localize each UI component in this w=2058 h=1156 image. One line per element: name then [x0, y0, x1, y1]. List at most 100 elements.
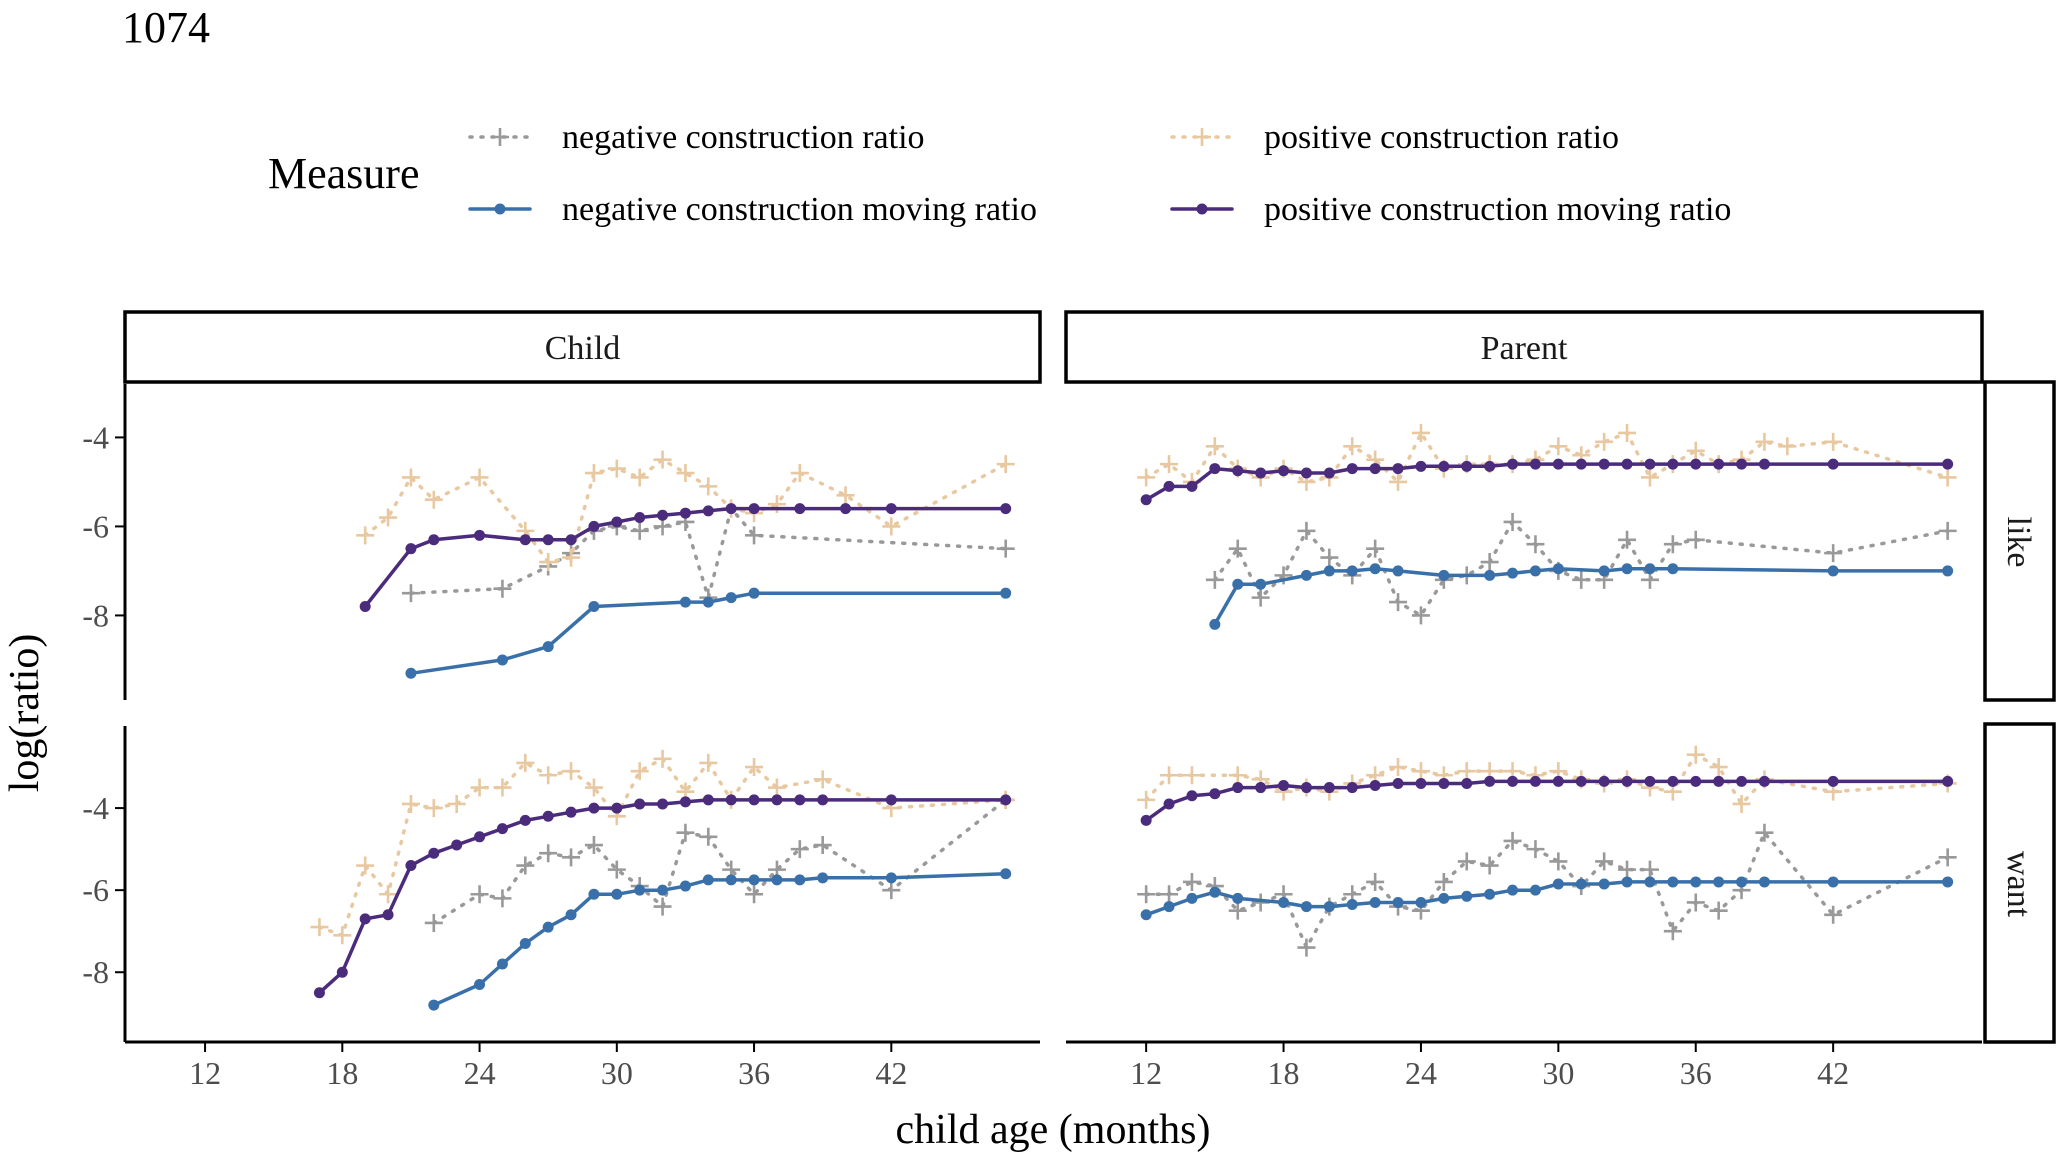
series-line-positive-construction-moving-ratio: [1144, 779, 1950, 823]
data-point-positive-construction-moving-ratio: [702, 794, 714, 806]
data-point-positive-construction-moving-ratio: [634, 512, 646, 524]
data-point-positive-construction-moving-ratio: [496, 823, 508, 835]
strip-child: [123, 310, 1042, 384]
y-tick-label: -6: [82, 872, 109, 908]
data-point-negative-construction-ratio: [493, 579, 512, 598]
x-tick-label: 12: [1130, 1055, 1162, 1091]
data-point-positive-construction-ratio: [356, 526, 375, 545]
data-point-positive-construction-ratio: [699, 477, 718, 496]
data-point-negative-construction-ratio: [1366, 539, 1385, 558]
data-point-positive-construction-ratio: [1732, 794, 1751, 813]
data-point-positive-construction-moving-ratio: [1140, 494, 1152, 506]
data-point-positive-construction-ratio: [1389, 758, 1408, 777]
data-point-positive-construction-ratio: [607, 459, 626, 478]
data-point-negative-construction-moving-ratio: [1827, 565, 1839, 577]
data-point-negative-construction-moving-ratio: [1644, 563, 1656, 575]
facet-panels: [310, 423, 1957, 1011]
data-point-negative-construction-moving-ratio: [1163, 901, 1175, 913]
data-point-positive-construction-ratio: [1755, 432, 1774, 451]
axes: -8 -6 -4 -8 -6 -4 12 18 24 30 36 42 12 18 24 30 36 42 chil…: [2, 384, 1982, 1153]
legend-label: positive construction moving ratio: [1264, 191, 1731, 228]
data-point-positive-construction-moving-ratio: [1736, 458, 1748, 470]
data-point-negative-construction-moving-ratio: [1232, 892, 1244, 904]
data-point-negative-construction-moving-ratio: [1690, 876, 1702, 888]
data-point-positive-construction-moving-ratio: [519, 814, 531, 826]
data-point-positive-construction-moving-ratio: [565, 534, 577, 546]
data-point-negative-construction-moving-ratio: [405, 667, 417, 679]
legend-entry-negative-construction-moving-ratio: negative construction moving ratio: [468, 191, 1037, 228]
data-point-positive-construction-moving-ratio: [336, 966, 348, 978]
data-point-negative-construction-moving-ratio: [1942, 876, 1954, 888]
data-point-positive-construction-moving-ratio: [1598, 775, 1610, 787]
series-positive-construction-moving-ratio: [359, 503, 1012, 613]
data-point-negative-construction-moving-ratio: [611, 888, 623, 900]
data-point-positive-construction-ratio: [1160, 766, 1179, 785]
data-point-negative-construction-ratio: [607, 860, 626, 879]
data-point-negative-construction-ratio: [996, 539, 1015, 558]
data-point-negative-construction-moving-ratio: [702, 874, 714, 886]
data-point-negative-construction-moving-ratio: [1323, 901, 1335, 913]
data-point-negative-construction-moving-ratio: [1667, 563, 1679, 575]
data-point-positive-construction-ratio: [1778, 437, 1797, 456]
data-point-positive-construction-moving-ratio: [1942, 458, 1954, 470]
data-point-positive-construction-ratio: [1709, 758, 1728, 777]
data-point-negative-construction-ratio: [1434, 872, 1453, 891]
series-positive-construction-ratio: [310, 749, 1015, 945]
data-point-negative-construction-moving-ratio: [1621, 876, 1633, 888]
data-point-positive-construction-ratio: [1411, 762, 1430, 781]
data-point-positive-construction-moving-ratio: [1621, 775, 1633, 787]
data-point-positive-construction-moving-ratio: [428, 534, 440, 546]
data-point-positive-construction-moving-ratio: [611, 516, 623, 528]
data-point-negative-construction-ratio: [1526, 535, 1545, 554]
data-point-positive-construction-moving-ratio: [1209, 788, 1221, 800]
data-point-negative-construction-moving-ratio: [1942, 565, 1954, 577]
data-point-positive-construction-ratio: [516, 753, 535, 772]
panel-child-want: [310, 749, 1015, 1011]
data-point-positive-construction-moving-ratio: [1140, 814, 1152, 826]
data-point-negative-construction-moving-ratio: [1529, 884, 1541, 896]
data-point-negative-construction-moving-ratio: [817, 872, 829, 884]
data-point-positive-construction-moving-ratio: [405, 543, 417, 555]
data-point-positive-construction-moving-ratio: [1209, 463, 1221, 475]
data-point-positive-construction-moving-ratio: [1507, 458, 1519, 470]
data-point-negative-construction-ratio: [1686, 530, 1705, 549]
data-point-positive-construction-moving-ratio: [1300, 782, 1312, 794]
data-point-positive-construction-ratio: [1595, 432, 1614, 451]
data-point-negative-construction-ratio: [1480, 553, 1499, 572]
data-point-negative-construction-ratio: [630, 521, 649, 540]
data-point-negative-construction-ratio: [1457, 852, 1476, 871]
data-point-positive-construction-moving-ratio: [1415, 460, 1427, 472]
data-point-negative-construction-moving-ratio: [1346, 565, 1358, 577]
data-point-negative-construction-moving-ratio: [1300, 569, 1312, 581]
x-axis-title: child age (months): [896, 1107, 1211, 1153]
data-point-positive-construction-moving-ratio: [1758, 458, 1770, 470]
x-tick-label: 30: [601, 1055, 633, 1091]
data-point-positive-construction-moving-ratio: [634, 798, 646, 810]
data-point-negative-construction-moving-ratio: [1369, 896, 1381, 908]
data-point-positive-construction-moving-ratio: [474, 529, 486, 541]
data-point-positive-construction-moving-ratio: [1232, 465, 1244, 477]
data-point-negative-construction-moving-ratio: [1552, 878, 1564, 890]
series-line-negative-construction-moving-ratio: [432, 871, 1008, 1007]
data-point-positive-construction-ratio: [447, 794, 466, 813]
data-point-positive-construction-ratio: [539, 553, 558, 572]
data-point-positive-construction-moving-ratio: [1575, 458, 1587, 470]
data-point-negative-construction-moving-ratio: [1392, 565, 1404, 577]
data-point-negative-construction-ratio: [1297, 938, 1316, 957]
data-point-negative-construction-ratio: [1160, 885, 1179, 904]
data-point-positive-construction-ratio: [630, 468, 649, 487]
data-point-negative-construction-ratio: [424, 913, 443, 932]
y-tick-label: -8: [82, 597, 109, 633]
data-point-negative-construction-ratio: [1824, 905, 1843, 924]
legend-label: positive construction ratio: [1264, 119, 1619, 156]
data-point-positive-construction-ratio: [882, 517, 901, 536]
data-point-positive-construction-moving-ratio: [1827, 775, 1839, 787]
legend-entry-positive-construction-moving-ratio: positive construction moving ratio: [1170, 191, 1731, 228]
data-point-positive-construction-ratio: [1182, 766, 1201, 785]
data-point-negative-construction-ratio: [1205, 570, 1224, 589]
data-point-negative-construction-ratio: [1182, 872, 1201, 891]
series-line-positive-construction-moving-ratio: [317, 798, 1008, 995]
series-negative-construction-ratio: [424, 790, 1015, 932]
data-point-positive-construction-moving-ratio: [1644, 458, 1656, 470]
y-tick-label: -4: [82, 419, 109, 455]
